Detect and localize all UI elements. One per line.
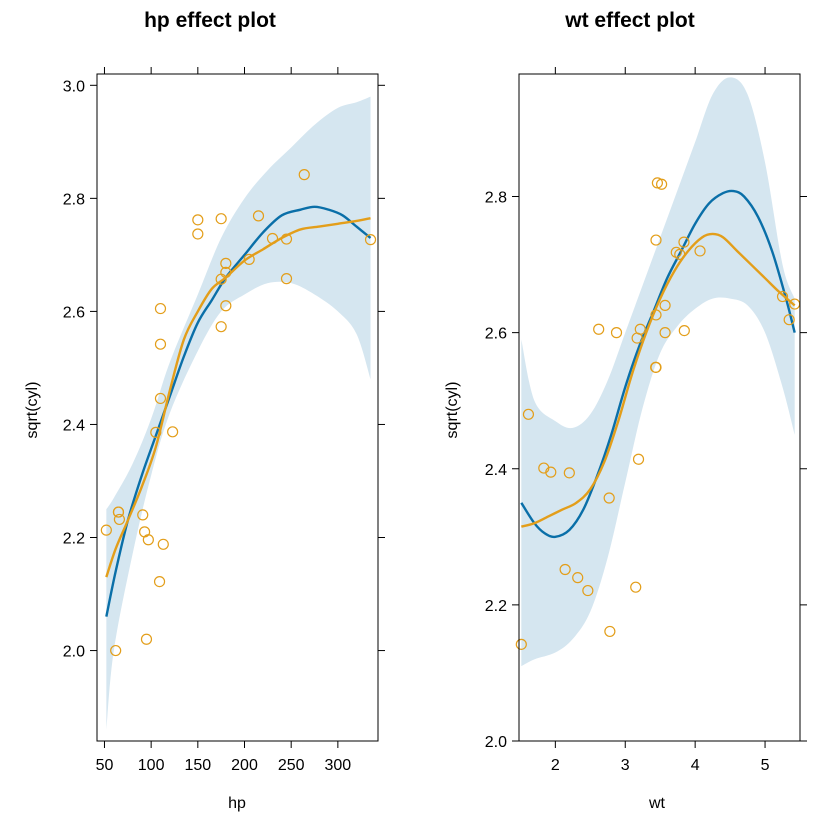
wt-data-point [659, 327, 671, 339]
wt-x-tick-label: 3 [621, 757, 630, 774]
hp-chart-title: hp effect plot [144, 9, 276, 32]
hp-x-tick-label: 100 [138, 757, 165, 774]
hp-x-tick-label: 300 [325, 757, 352, 774]
wt-y-axis-title: sqrt(cyl) [444, 382, 461, 439]
wt-smooth-line [521, 232, 796, 528]
hp-data-point [110, 644, 122, 657]
hp-data-point [137, 509, 149, 521]
hp-data-point [157, 538, 169, 550]
hp-data-point [100, 524, 112, 536]
hp-data-point [154, 338, 167, 350]
wt-y-tick-label: 2.0 [485, 734, 507, 751]
hp-data-point [112, 506, 125, 518]
wt-data-point [650, 309, 662, 321]
hp-data-point [220, 257, 232, 269]
wt-data-point [545, 466, 557, 478]
wt-data-point [563, 467, 575, 479]
hp-data-point [140, 633, 153, 645]
hp-x-tick-label: 250 [278, 757, 305, 774]
hp-data-point [215, 213, 227, 225]
wt-data-point [632, 453, 645, 465]
wt-data-point [655, 178, 668, 190]
wt-data-point [659, 299, 671, 312]
wt-data-point [582, 584, 594, 597]
wt-data-point [634, 323, 646, 335]
wt-data-point [678, 324, 690, 337]
hp-confidence-band [106, 96, 371, 730]
hp-data-point [113, 513, 126, 526]
wt-x-tick-label: 5 [761, 757, 770, 774]
wt-effect-panel: wt effect plot wt sqrt(cyl) 2 3 4 5 2.0 2.2 2.… [444, 9, 807, 812]
hp-data-point [280, 273, 293, 285]
hp-data-point [150, 426, 162, 438]
hp-data-point [252, 210, 265, 222]
wt-data-point [776, 290, 789, 303]
wt-y-tick-label: 2.6 [485, 326, 507, 343]
wt-data-point [515, 638, 527, 650]
hp-x-tick-label: 50 [96, 757, 114, 774]
hp-data-point [243, 253, 255, 265]
hp-data-point [142, 534, 154, 546]
hp-data-point [298, 169, 310, 181]
hp-data-point [192, 228, 204, 240]
wt-data-point [603, 492, 615, 504]
hp-y-axis-title: sqrt(cyl) [24, 382, 41, 439]
wt-y-tick-label: 2.2 [485, 598, 507, 615]
wt-chart-title: wt effect plot [564, 9, 695, 32]
wt-x-tick-label: 2 [551, 757, 560, 774]
wt-data-point [783, 314, 795, 326]
hp-data-point [220, 266, 232, 278]
hp-data-point [192, 214, 204, 226]
wt-data-point [522, 408, 535, 420]
wt-data-point [630, 581, 642, 593]
hp-effect-panel: hp effect plot hp sqrt(cyl) 50 100 150 200 2… [24, 9, 385, 812]
hp-x-axis-title: hp [228, 795, 246, 812]
wt-data-point [694, 245, 706, 257]
hp-plot-frame [96, 73, 379, 742]
wt-data-point [650, 361, 662, 373]
wt-data-point [610, 327, 623, 339]
hp-data-point [215, 321, 227, 333]
hp-data-point [266, 232, 279, 245]
wt-data-point [559, 563, 571, 576]
hp-y-tick-label: 2.2 [63, 531, 85, 548]
hp-y-tick-label: 2.4 [63, 417, 85, 434]
wt-y-tick-label: 2.4 [485, 462, 507, 479]
wt-plot-frame [518, 73, 801, 742]
wt-y-tick-label: 2.8 [485, 190, 507, 207]
hp-data-point [364, 234, 377, 246]
hp-data-point [154, 392, 167, 405]
hp-data-point [280, 233, 293, 245]
wt-x-tick-label: 4 [691, 757, 700, 774]
wt-data-point [650, 234, 662, 246]
hp-y-tick-label: 3.0 [63, 78, 85, 95]
wt-data-point [678, 236, 690, 248]
hp-x-tick-label: 200 [231, 757, 258, 774]
hp-data-point [154, 302, 167, 315]
hp-y-tick-label: 2.0 [63, 644, 85, 661]
hp-x-tick-label: 150 [184, 757, 211, 774]
hp-data-point [167, 426, 179, 438]
wt-data-point [572, 572, 584, 584]
hp-y-tick-label: 2.6 [63, 304, 85, 321]
wt-confidence-band [521, 77, 795, 667]
wt-data-point [674, 248, 686, 260]
hp-data-point [220, 300, 232, 312]
wt-data-point [593, 323, 605, 335]
wt-data-point [604, 625, 616, 638]
wt-fit-line [520, 189, 796, 539]
wt-x-axis-title: wt [648, 795, 666, 812]
hp-data-point [153, 575, 166, 588]
hp-y-tick-label: 2.8 [63, 191, 85, 208]
